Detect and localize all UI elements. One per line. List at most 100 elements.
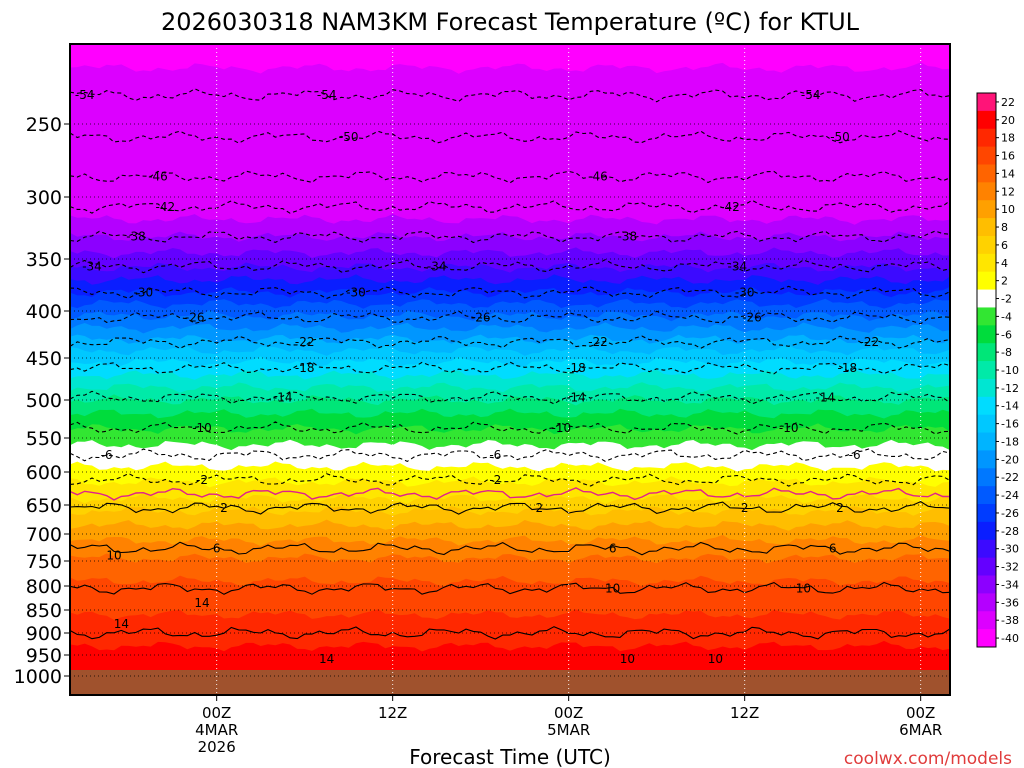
- contour-label: -18: [838, 361, 858, 375]
- colorbar-swatch: [977, 93, 996, 112]
- contour-label: -38: [618, 230, 638, 244]
- contour-label: -2: [489, 473, 501, 487]
- colorbar-swatch: [977, 432, 996, 451]
- contour-label: -22: [295, 335, 315, 349]
- contour-label: -26: [185, 311, 205, 325]
- isotherm-line: [70, 361, 950, 375]
- colorbar-swatch: [977, 611, 996, 630]
- isotherm-line: [70, 390, 950, 405]
- colorbar-swatch: [977, 307, 996, 326]
- colorbar-swatch: [977, 539, 996, 559]
- ground-fill: [70, 670, 950, 695]
- contour-label: -14: [566, 390, 586, 404]
- y-tick-label: 900: [26, 623, 62, 645]
- contour-label: -34: [728, 259, 748, 273]
- isotherm-line: [70, 335, 950, 350]
- colorbar-swatch: [977, 128, 996, 148]
- colorbar-label: -34: [1001, 578, 1019, 591]
- freezing-line: [70, 487, 950, 501]
- colorbar-label: -38: [1001, 614, 1019, 627]
- y-tick-label: 650: [26, 495, 62, 517]
- contour-label: -46: [588, 170, 608, 184]
- y-tick-label: 700: [26, 524, 62, 546]
- colorbar-label: 16: [1001, 150, 1015, 163]
- contour-label: -6: [489, 448, 501, 462]
- y-tick-label: 850: [26, 600, 62, 622]
- isotherm-line: [70, 581, 950, 595]
- contour-label: -18: [566, 361, 586, 375]
- contour-label: -14: [816, 390, 836, 404]
- isotherm-line: [70, 285, 950, 300]
- colorbar-label: -32: [1001, 561, 1019, 574]
- isotherm-line: [70, 500, 950, 515]
- contour-label: -14: [273, 390, 293, 404]
- contour-labels: -54 -54 -54 -50 -50 -46 -46 -42 -42 -38 -38 -34 -34 -…: [75, 88, 879, 666]
- colorbar-swatch: [977, 521, 996, 541]
- contour-label: -34: [427, 259, 447, 273]
- colorbar-swatch: [977, 110, 996, 130]
- contour-label: 10: [620, 652, 635, 666]
- y-tick-label: 750: [26, 551, 62, 573]
- contour-label: -54: [75, 88, 95, 102]
- colorbar-swatch: [977, 361, 996, 380]
- colorbar-swatch: [977, 164, 996, 183]
- plot-frame: [69, 43, 951, 696]
- isotherm-line: [70, 472, 950, 487]
- colorbar-swatch: [977, 343, 996, 362]
- contour-label: -38: [126, 230, 146, 244]
- contour-label: -42: [156, 200, 176, 214]
- y-tick-label: 300: [26, 187, 62, 209]
- isotherm-line: [70, 626, 950, 640]
- colorbar-label: -40: [1001, 632, 1019, 645]
- x-tick-label: 12Z: [378, 704, 407, 722]
- y-tick-label: 1000: [14, 666, 62, 688]
- contour-label: 2: [741, 501, 749, 515]
- y-tick-label: 350: [26, 249, 62, 271]
- colorbar-swatch: [977, 557, 996, 577]
- y-tick-label: 250: [26, 114, 62, 136]
- colorbar-label: -36: [1001, 596, 1019, 609]
- contour-label: -54: [801, 88, 821, 102]
- colorbar-swatch: [977, 182, 996, 201]
- contour-label: 10: [106, 549, 121, 563]
- contour-label: 6: [213, 542, 221, 556]
- colorbar-label: -14: [1001, 400, 1019, 413]
- colorbar-label: 12: [1001, 185, 1015, 198]
- contour-label: -18: [295, 361, 315, 375]
- contour-label: -10: [552, 421, 572, 435]
- contour-label: 14: [114, 617, 129, 631]
- contour-label: 2: [536, 501, 544, 515]
- isotherm-line: [70, 310, 950, 325]
- colorbar-label: 22: [1001, 96, 1015, 109]
- colorbar-label: -6: [1001, 328, 1012, 341]
- y-tick-label: 950: [26, 645, 62, 667]
- x-tick-label: 4MAR: [195, 721, 238, 739]
- contour-label: -50: [339, 130, 359, 144]
- colorbar-label: -22: [1001, 471, 1019, 484]
- colorbar-swatch: [977, 468, 996, 487]
- ground-layer: [70, 670, 950, 695]
- colorbar-swatch: [977, 486, 996, 505]
- colorbar-swatch: [977, 146, 996, 165]
- chart-title: 2026030318 NAM3KM Forecast Temperature (…: [161, 8, 860, 36]
- contour-label: -22: [588, 335, 608, 349]
- colorbar-label: -2: [1001, 293, 1012, 306]
- colorbar-label: -20: [1001, 453, 1019, 466]
- colorbar-label: -10: [1001, 364, 1019, 377]
- colorbar-label: 4: [1001, 257, 1008, 270]
- colorbar: 22 20 18 16 14 12 10 8 6 4 2 -2 -4 -6 -8 -10 -12 -14 -16 -1…: [976, 92, 1019, 648]
- contour-label: -26: [742, 311, 762, 325]
- contour-label: -6: [101, 448, 113, 462]
- colorbar-swatch: [977, 253, 996, 273]
- colorbar-swatch: [977, 414, 996, 434]
- colorbar-label: -30: [1001, 543, 1019, 556]
- contour-label: -34: [82, 259, 102, 273]
- y-tick-label: 600: [26, 462, 62, 484]
- contour-label: -2: [196, 473, 208, 487]
- contour-label: -30: [134, 285, 154, 299]
- contour-label: 2: [836, 501, 844, 515]
- isotherm-line: [70, 170, 950, 184]
- isotherm-line: [70, 130, 950, 144]
- contour-label: -54: [317, 88, 337, 102]
- x-tick-label: 2026: [198, 738, 236, 756]
